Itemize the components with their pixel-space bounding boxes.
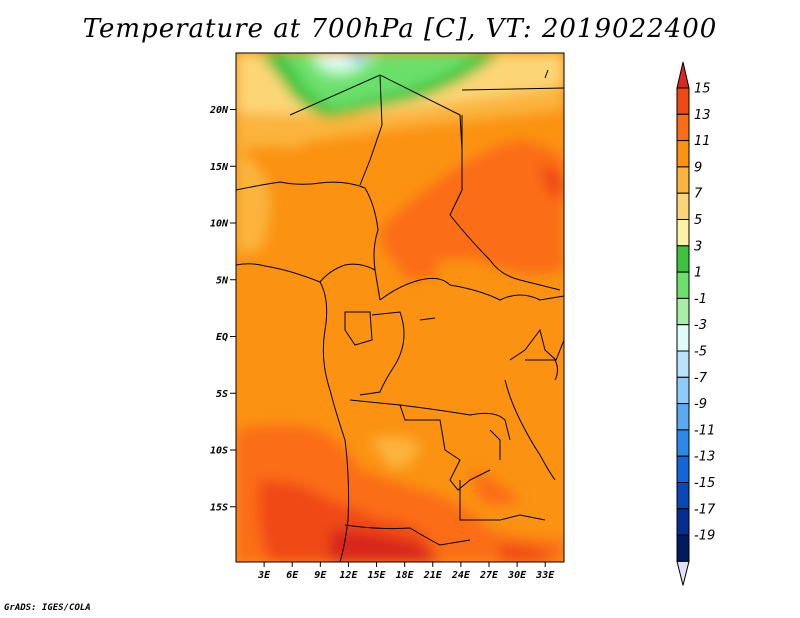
colorbar-max-arrow <box>676 61 690 89</box>
lon-label: 30E <box>507 570 527 581</box>
lon-label: 12E <box>339 570 358 581</box>
colorbar-swatch <box>676 271 690 299</box>
grads-credit: GrADS: IGES/COLA <box>4 603 91 613</box>
colorbar-label: 9 <box>694 160 702 175</box>
temperature-field <box>236 53 564 562</box>
colorbar-label: 15 <box>694 82 711 97</box>
lon-label: 21E <box>423 570 443 581</box>
lat-label: 5S <box>216 389 228 400</box>
lon-label: 24E <box>451 570 471 581</box>
colorbar-swatch <box>676 166 690 194</box>
colorbar-swatch <box>676 140 690 168</box>
colorbar-label: -7 <box>694 371 708 386</box>
colorbar-swatch <box>676 429 690 457</box>
country-borders <box>236 69 564 562</box>
lon-label: 18E <box>396 570 415 581</box>
lon-label: 9E <box>314 570 327 581</box>
lat-label: 15S <box>210 502 228 513</box>
colorbar-swatch <box>676 376 690 405</box>
colorbar-label: 7 <box>694 187 703 202</box>
lon-label: 15E <box>368 570 387 581</box>
colorbar-label: 5 <box>694 213 702 228</box>
colorbar-label: -19 <box>694 529 715 544</box>
latitude-axis: 20N 15N 10N 5N EQ 5S 10S 15S <box>209 105 236 513</box>
colorbar-swatch <box>676 245 690 273</box>
lon-label: 33E <box>535 570 555 581</box>
lon-label: 27E <box>479 570 499 581</box>
colorbar-swatch <box>676 403 690 431</box>
colorbar-label: -13 <box>694 450 715 465</box>
lat-label: 5N <box>216 275 229 286</box>
colorbar-swatch <box>676 297 690 326</box>
colorbar-swatch <box>676 455 690 484</box>
colorbar-swatch <box>676 87 690 115</box>
colorbar-label: 13 <box>694 108 711 123</box>
colorbar-swatch <box>676 219 690 247</box>
colorbar-swatch <box>676 113 690 142</box>
colorbar-label: -1 <box>694 292 707 307</box>
colorbar-label: -3 <box>694 318 707 333</box>
colorbar-label: -9 <box>694 397 707 412</box>
colorbar-min-arrow <box>676 560 690 586</box>
colorbar-label: -11 <box>694 423 715 438</box>
colorbar-label: 11 <box>694 134 711 149</box>
colorbar-swatch <box>676 192 690 220</box>
lat-label: 10S <box>210 446 228 457</box>
lat-label: EQ <box>216 332 228 343</box>
lat-label: 15N <box>210 162 229 173</box>
colorbar-label: 1 <box>694 266 702 281</box>
colorbar-label: -15 <box>694 476 715 491</box>
longitude-axis: 3E 6E 9E 12E 15E 18E 21E 24E 27E 30E 33E <box>257 562 555 581</box>
lon-label: 6E <box>286 570 299 581</box>
colorbar-swatch <box>676 350 690 378</box>
colorbar-swatch <box>676 482 690 510</box>
lon-label: 3E <box>257 570 271 581</box>
colorbar-label: -5 <box>694 345 707 360</box>
map-frame <box>235 52 565 563</box>
lat-label: 10N <box>210 219 229 230</box>
colorbar-swatch <box>676 534 690 562</box>
colorbar-swatch <box>676 508 690 536</box>
colorbar-label: -17 <box>694 502 716 517</box>
map-title: Temperature at 700hPa [C], VT: 201902240… <box>82 14 718 44</box>
colorbar: 15 13 11 9 7 5 3 1 -1 -3 -5 -7 -9 -11 -13 -15 -17 -19 <box>676 61 716 586</box>
colorbar-label: 3 <box>694 239 702 254</box>
lat-label: 20N <box>209 105 229 116</box>
colorbar-swatch <box>676 324 690 352</box>
